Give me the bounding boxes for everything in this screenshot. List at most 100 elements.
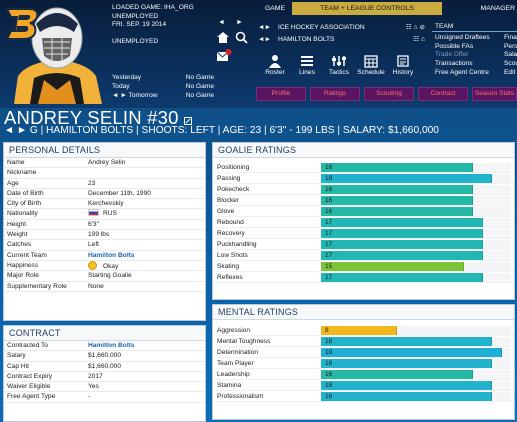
rating-bar-fill — [321, 185, 473, 194]
personal-details-row: Height 6'3" — [4, 220, 205, 231]
menu-col2-item[interactable]: Sala — [504, 51, 517, 59]
rating-label: Leadership — [217, 371, 250, 378]
field-value: 2017 — [88, 372, 103, 382]
tab-game[interactable]: GAME — [264, 5, 285, 12]
employment-status: UNEMPLOYED — [112, 38, 159, 45]
history-button[interactable]: History — [386, 52, 420, 84]
field-value-text: Yes — [88, 383, 99, 391]
player-meta: ◄ ► G | HAMILTON BOLTS | SHOOTS: LEFT | … — [4, 125, 439, 136]
top-tabs: GAME TEAM + LEAGUE CONTROLS MANAGER — [258, 0, 517, 16]
menu-unsigned-draftees[interactable]: Unsigned Draftees — [435, 34, 490, 41]
field-value[interactable]: Hamilton Bolts — [88, 251, 135, 261]
team-row[interactable]: ◄► HAMILTON BOLTS ☷ ⌂ — [258, 34, 433, 46]
mail-icon[interactable] — [216, 49, 232, 63]
field-label: Age — [7, 179, 19, 187]
team-quick-icons[interactable]: ☷ ⌂ — [413, 36, 425, 43]
menu-possible-fas[interactable]: Possible FAs — [435, 42, 474, 50]
panel-title: GOALIE RATINGS — [213, 143, 514, 158]
menu-trade-offer: Trade Offer — [435, 51, 469, 59]
rating-value: 18 — [325, 175, 333, 182]
field-value: - — [88, 392, 90, 402]
rating-label: Stamina — [217, 382, 242, 389]
rating-bar-fill — [321, 163, 473, 172]
arrow-right-icon[interactable]: ► — [236, 19, 243, 26]
rating-bar-fill — [321, 174, 492, 183]
rating-value: 16 — [325, 208, 333, 215]
schedule-icon — [364, 55, 378, 68]
field-value-text[interactable]: Hamilton Bolts — [88, 342, 135, 349]
league-quick-icons[interactable]: ☷ ⌂ ⊘ — [405, 24, 425, 31]
search-icon[interactable] — [235, 31, 248, 44]
schedule-button[interactable]: Schedule — [354, 52, 388, 84]
field-value-text: Kerchevskiy — [88, 200, 124, 208]
field-value: December 11th, 1990 — [88, 189, 151, 199]
home-icon[interactable] — [216, 31, 230, 44]
rating-row: Team Player 18 — [213, 358, 514, 369]
tab-manager[interactable]: MANAGER — [480, 5, 515, 12]
panel-title: MENTAL RATINGS — [213, 305, 514, 320]
rating-bar-fill — [321, 370, 473, 379]
menu-col2-item[interactable]: Edit — [504, 68, 516, 76]
rating-bar: 17 — [321, 251, 511, 260]
rating-bar: 15 — [321, 262, 511, 271]
field-label: Waiver Eligible — [7, 383, 51, 391]
field-label: Catches — [7, 241, 32, 249]
tab-ratings[interactable]: Ratings — [310, 87, 360, 101]
tab-contract[interactable]: Contract — [418, 87, 468, 101]
rating-bar: 16 — [321, 185, 511, 194]
arrow-left-icon[interactable]: ◄ — [218, 19, 225, 26]
field-value: Starting Goalie — [88, 271, 132, 281]
spacer — [112, 30, 212, 39]
rating-bar: 16 — [321, 163, 511, 172]
rating-value: 18 — [325, 360, 333, 367]
rating-label: Puckhandling — [217, 241, 257, 248]
rating-label: Aggression — [217, 327, 250, 334]
rating-row: Stamina 18 — [213, 380, 514, 391]
rating-bar-fill — [321, 218, 483, 227]
tab-profile[interactable]: Profile — [256, 87, 306, 101]
edit-icon[interactable] — [184, 117, 192, 125]
schedule-row[interactable]: ◄ ► Tomorrow No Game — [112, 92, 214, 99]
goalie-ratings-panel: GOALIE RATINGS Positioning 16 Passing 18 Pok… — [212, 142, 515, 300]
rating-bar: 16 — [321, 196, 511, 205]
contract-row: Contracted To Hamilton Bolts — [4, 341, 205, 352]
tab-season-stats[interactable]: Season Stats — [472, 87, 517, 101]
game-info: LOADED GAME: IHA_ORG UNEMPLOYED FRI. SEP… — [112, 4, 212, 47]
personal-details-row: Date of Birth December 11th, 1990 — [4, 189, 205, 200]
field-value[interactable]: Hamilton Bolts — [88, 341, 135, 351]
field-value-text[interactable]: Hamilton Bolts — [88, 251, 135, 259]
personal-details-row: City of Birth Kerchevskiy — [4, 199, 205, 210]
field-value: Yes — [88, 382, 99, 392]
field-value: Andrey Selin — [88, 158, 125, 168]
panel-title: CONTRACT — [4, 326, 205, 341]
field-label: Contract Expiry — [7, 372, 53, 380]
team-menu-header: TEAM — [432, 22, 517, 32]
rating-value: 17 — [325, 219, 333, 226]
rating-bar-fill — [321, 229, 483, 238]
rating-bar: 16 — [321, 370, 511, 379]
rating-bar-fill — [321, 196, 473, 205]
rating-bar-fill — [321, 207, 473, 216]
rating-bar-fill — [321, 251, 483, 260]
menu-free-agent-centre[interactable]: Free Agent Centre — [435, 68, 489, 76]
roster-button[interactable]: Roster — [258, 52, 292, 84]
rating-bar-fill — [321, 392, 492, 401]
league-arrows-icon[interactable]: ◄► — [258, 24, 272, 31]
team-arrows-icon[interactable]: ◄► — [258, 36, 272, 43]
menu-col2-item[interactable]: Fina — [504, 34, 517, 41]
field-label: Weight — [7, 231, 28, 239]
menu-transactions[interactable]: Transactions — [435, 60, 473, 68]
tactics-button[interactable]: Tactics — [322, 52, 356, 84]
menu-col2-item[interactable]: Scou — [504, 60, 517, 68]
menu-col2-item[interactable]: Pers — [504, 42, 517, 50]
lines-button[interactable]: Lines — [290, 52, 324, 84]
field-value-text: Left — [88, 241, 99, 249]
rating-value: 16 — [325, 371, 333, 378]
field-value-text: None — [88, 282, 104, 290]
league-row[interactable]: ◄► ICE HOCKEY ASSOCIATION ☷ ⌂ ⊘ — [258, 22, 433, 34]
personal-details-row: Supplementary Role None — [4, 282, 205, 292]
field-value-text: Starting Goalie — [88, 272, 132, 280]
tab-scouting[interactable]: Scouting — [364, 87, 414, 101]
rating-row: Determination 19 — [213, 347, 514, 358]
tab-team-league-controls[interactable]: TEAM + LEAGUE CONTROLS — [292, 2, 442, 15]
